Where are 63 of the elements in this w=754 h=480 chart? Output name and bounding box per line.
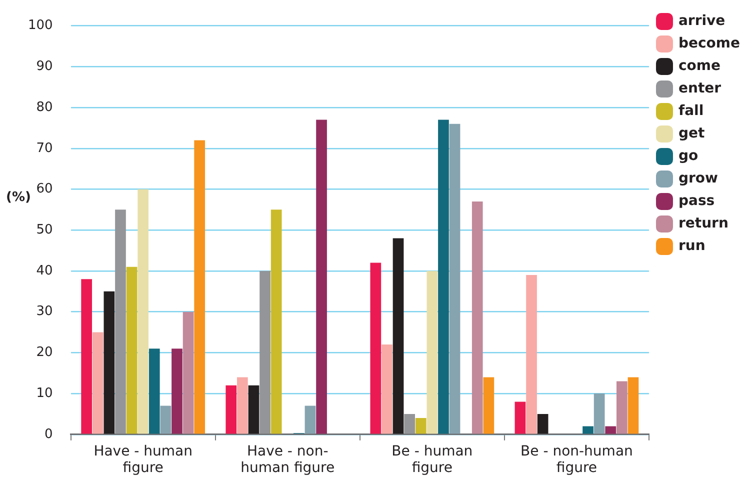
legend-label: get	[678, 126, 705, 142]
bar	[594, 394, 605, 434]
bar	[438, 120, 449, 434]
y-tick-label: 20	[36, 345, 53, 360]
bar	[628, 377, 639, 434]
bar	[514, 402, 526, 434]
legend-label: pass	[678, 193, 715, 210]
bar	[370, 262, 382, 434]
bar	[148, 348, 160, 434]
legend-label: enter	[678, 80, 722, 97]
y-tick-label: 60	[36, 182, 53, 197]
bar	[126, 266, 138, 434]
x-tick-label: Be - non-human figure	[520, 443, 633, 476]
y-tick-label: 10	[36, 386, 53, 401]
legend-label: become	[678, 36, 740, 52]
bar	[226, 385, 237, 434]
y-axis-title: (%)	[6, 190, 31, 205]
bar	[138, 189, 149, 434]
y-tick-label: 30	[36, 304, 53, 320]
bar	[92, 332, 104, 434]
bar	[382, 344, 392, 434]
bar	[616, 381, 628, 434]
bar	[304, 406, 316, 434]
bar	[472, 202, 483, 434]
bar	[404, 414, 415, 434]
bar	[582, 426, 594, 434]
bar	[605, 426, 616, 434]
bar	[449, 124, 460, 434]
x-tick-label: Have - non-human figure	[240, 443, 335, 476]
bar	[270, 210, 282, 434]
legend-label: fall	[678, 103, 704, 120]
y-tick-label: 70	[36, 140, 53, 156]
legend-label: grow	[678, 170, 718, 187]
y-tick-label: 90	[36, 59, 53, 74]
bar	[81, 279, 92, 434]
bar	[104, 291, 115, 434]
legend-label: go	[678, 148, 699, 164]
bar	[172, 348, 182, 434]
y-tick-label: 40	[36, 263, 53, 278]
legend-label: run	[678, 238, 706, 254]
bar	[316, 120, 327, 434]
bar	[260, 270, 270, 434]
y-tick-label: 80	[36, 100, 53, 115]
x-tick-label: Have - human figure	[94, 443, 192, 476]
bar	[415, 418, 426, 434]
bar	[160, 406, 172, 434]
bar	[537, 414, 548, 434]
bar	[426, 270, 438, 434]
bar	[115, 210, 126, 434]
bar	[237, 377, 248, 434]
legend-label: return	[678, 216, 728, 232]
bar	[248, 385, 260, 434]
legend-label: come	[678, 58, 720, 74]
legend-label: arrive	[678, 13, 726, 30]
bar	[182, 312, 194, 434]
y-tick-label: 50	[36, 222, 53, 238]
bar	[194, 140, 206, 434]
x-tick-label: Be - human figure	[392, 443, 473, 476]
bar	[526, 275, 537, 434]
bar	[483, 377, 494, 434]
y-tick-label: 100	[28, 18, 53, 34]
bar	[392, 238, 404, 434]
y-tick-label: 0	[44, 426, 53, 442]
